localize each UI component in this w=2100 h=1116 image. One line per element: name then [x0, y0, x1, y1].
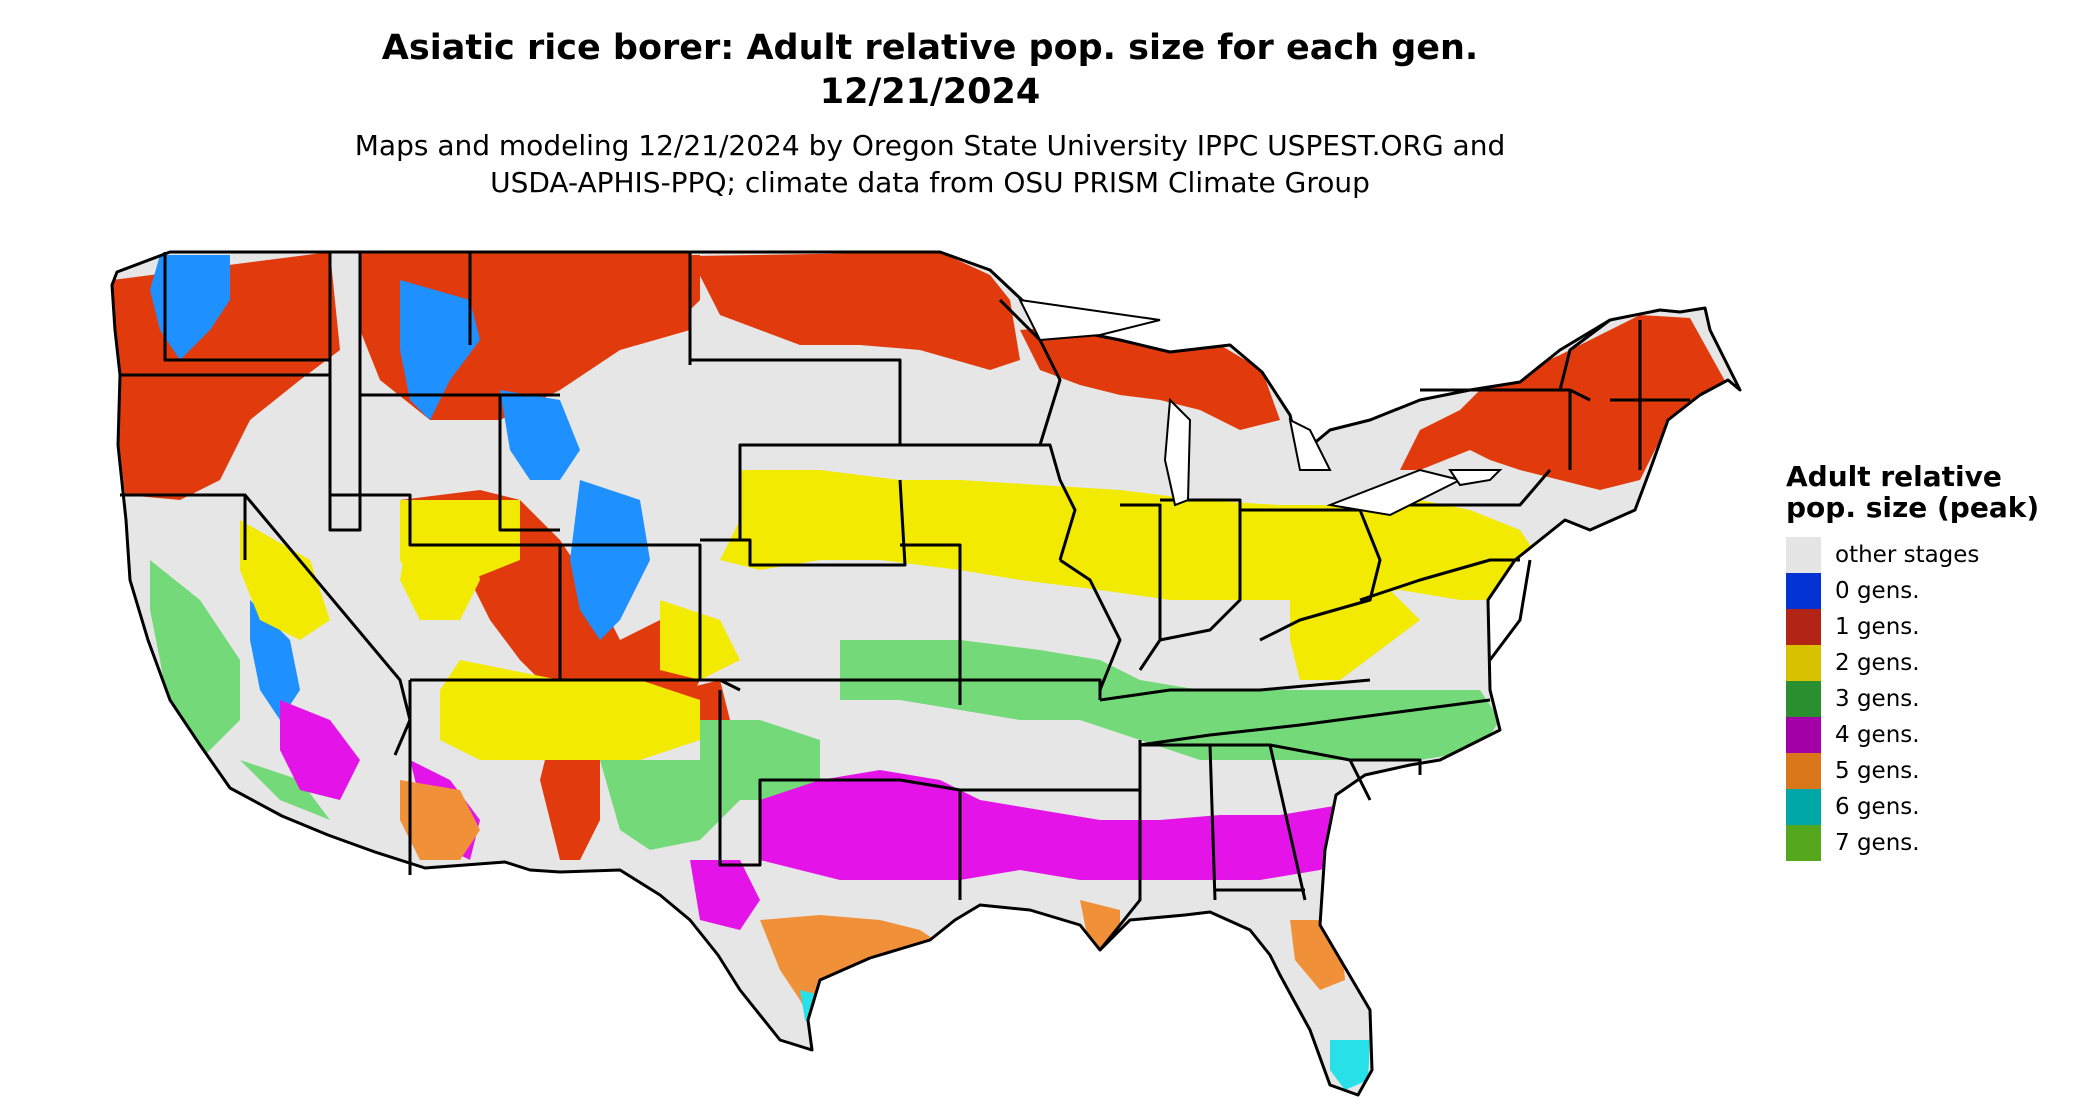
legend-label: 3 gens. [1835, 686, 1920, 712]
legend-label: 1 gens. [1835, 614, 1920, 640]
map-subtitle-line1: Maps and modeling 12/21/2024 by Oregon S… [354, 129, 1506, 162]
legend-item-3-gens: 3 gens. [1786, 681, 2046, 717]
map-subtitle-line2: USDA-APHIS-PPQ; climate data from OSU PR… [490, 166, 1370, 199]
legend-list: other stages 0 gens. 1 gens. 2 gens. 3 g… [1786, 537, 2046, 861]
map-title: Asiatic rice borer: Adult relative pop. … [381, 28, 1479, 68]
legend-swatch [1786, 717, 1821, 753]
legend-swatch [1786, 681, 1821, 717]
legend-item-7-gens: 7 gens. [1786, 825, 2046, 861]
legend-item-1-gens: 1 gens. [1786, 609, 2046, 645]
state-borders [110, 250, 1742, 1097]
legend-label: other stages [1835, 542, 1980, 568]
region-6-gens [800, 990, 1370, 1090]
legend-label: 2 gens. [1835, 650, 1920, 676]
legend-item-0-gens: 0 gens. [1786, 573, 2046, 609]
legend: Adult relative pop. size (peak) other st… [1786, 461, 2046, 861]
region-2-gens [240, 470, 1540, 760]
map-date: 12/21/2024 [819, 72, 1041, 112]
legend-swatch [1786, 825, 1821, 861]
legend-label: 6 gens. [1835, 794, 1920, 820]
great-lakes [1018, 298, 1503, 517]
legend-swatch [1786, 573, 1821, 609]
legend-item-4-gens: 4 gens. [1786, 717, 2046, 753]
legend-title: Adult relative pop. size (peak) [1786, 460, 2040, 524]
legend-swatch [1786, 753, 1821, 789]
legend-item-6-gens: 6 gens. [1786, 789, 2046, 825]
legend-label: 5 gens. [1835, 758, 1920, 784]
legend-label: 7 gens. [1835, 830, 1920, 856]
legend-label: 4 gens. [1835, 722, 1920, 748]
legend-item-2-gens: 2 gens. [1786, 645, 2046, 681]
region-0-gens [150, 255, 650, 720]
legend-swatch [1786, 537, 1821, 573]
legend-item-other-stages: other stages [1786, 537, 2046, 573]
legend-swatch [1786, 789, 1821, 825]
legend-label: 0 gens. [1835, 578, 1920, 604]
legend-item-5-gens: 5 gens. [1786, 753, 2046, 789]
legend-swatch [1786, 645, 1821, 681]
legend-swatch [1786, 609, 1821, 645]
